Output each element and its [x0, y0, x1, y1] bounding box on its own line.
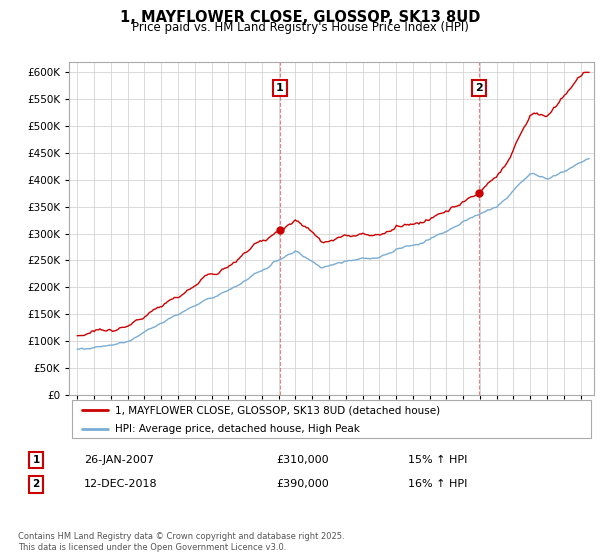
FancyBboxPatch shape [71, 400, 592, 438]
Text: 16% ↑ HPI: 16% ↑ HPI [408, 479, 467, 489]
Text: 1, MAYFLOWER CLOSE, GLOSSOP, SK13 8UD (detached house): 1, MAYFLOWER CLOSE, GLOSSOP, SK13 8UD (d… [115, 405, 440, 415]
Text: 1: 1 [276, 83, 284, 94]
Text: 1: 1 [32, 455, 40, 465]
Text: Price paid vs. HM Land Registry's House Price Index (HPI): Price paid vs. HM Land Registry's House … [131, 21, 469, 34]
Text: £310,000: £310,000 [276, 455, 329, 465]
Text: 1, MAYFLOWER CLOSE, GLOSSOP, SK13 8UD: 1, MAYFLOWER CLOSE, GLOSSOP, SK13 8UD [120, 10, 480, 25]
Text: £390,000: £390,000 [276, 479, 329, 489]
Text: 26-JAN-2007: 26-JAN-2007 [84, 455, 154, 465]
Text: Contains HM Land Registry data © Crown copyright and database right 2025.
This d: Contains HM Land Registry data © Crown c… [18, 532, 344, 552]
Text: 2: 2 [32, 479, 40, 489]
Text: HPI: Average price, detached house, High Peak: HPI: Average price, detached house, High… [115, 424, 360, 433]
Text: 12-DEC-2018: 12-DEC-2018 [84, 479, 158, 489]
Text: 2: 2 [475, 83, 483, 94]
Text: 15% ↑ HPI: 15% ↑ HPI [408, 455, 467, 465]
